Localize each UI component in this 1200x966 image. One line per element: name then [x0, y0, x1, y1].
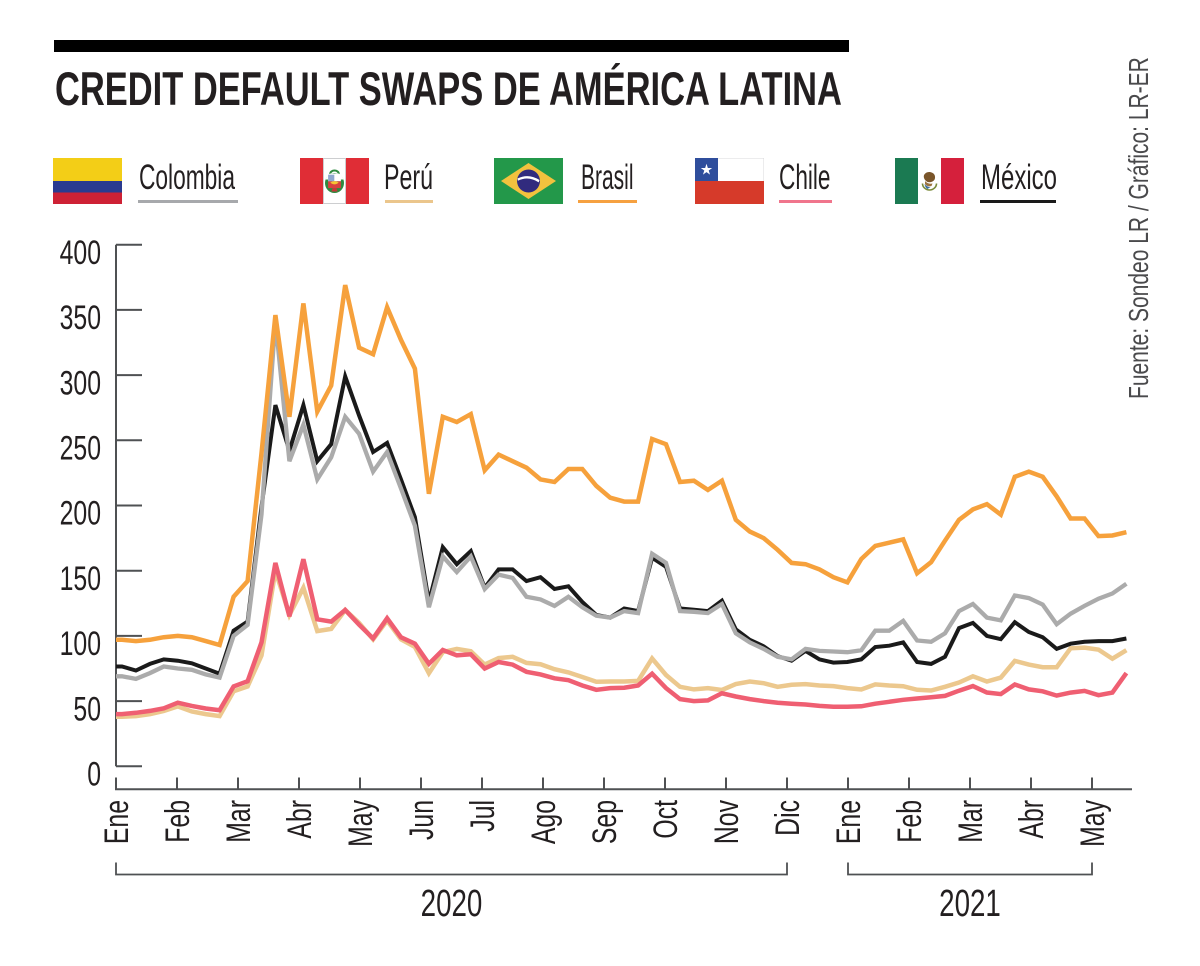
svg-text:250: 250 — [60, 430, 101, 468]
svg-text:Feb: Feb — [160, 800, 198, 843]
svg-text:2021: 2021 — [939, 883, 1001, 925]
svg-text:Ene: Ene — [99, 800, 137, 844]
svg-text:0: 0 — [87, 756, 101, 794]
svg-text:Abr: Abr — [1014, 800, 1052, 839]
svg-text:Oct: Oct — [648, 799, 686, 838]
svg-text:150: 150 — [60, 560, 101, 598]
svg-text:Jun: Jun — [404, 800, 442, 840]
svg-text:2020: 2020 — [421, 883, 483, 925]
svg-text:Ago: Ago — [526, 800, 564, 844]
svg-text:300: 300 — [60, 365, 101, 403]
svg-text:Ene: Ene — [831, 800, 869, 844]
svg-text:Nov: Nov — [709, 800, 747, 844]
svg-text:Fuente: Sondeo LR / Gráfico: L: Fuente: Sondeo LR / Gráfico: LR-ER — [1124, 57, 1155, 399]
svg-text:Feb: Feb — [892, 800, 930, 843]
svg-text:May: May — [343, 800, 381, 847]
svg-text:100: 100 — [60, 625, 101, 663]
svg-text:Mar: Mar — [953, 800, 991, 843]
svg-text:200: 200 — [60, 495, 101, 533]
svg-text:50: 50 — [73, 691, 101, 729]
svg-text:Abr: Abr — [282, 800, 320, 839]
svg-text:Dic: Dic — [770, 800, 808, 836]
svg-text:Mar: Mar — [221, 800, 259, 843]
svg-text:Jul: Jul — [465, 800, 503, 832]
svg-text:May: May — [1075, 800, 1113, 847]
svg-text:350: 350 — [60, 299, 101, 337]
svg-text:Sep: Sep — [587, 800, 625, 844]
svg-text:400: 400 — [60, 234, 101, 272]
